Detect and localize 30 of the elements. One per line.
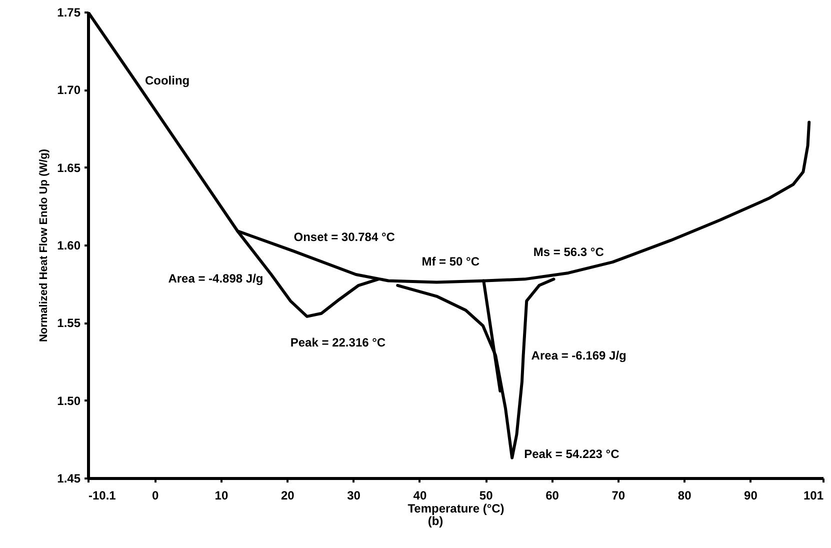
y-tick-label: 1.70	[57, 83, 81, 98]
x-axis-title: Temperature (°C)	[408, 502, 504, 516]
x-tick-label: 80	[678, 488, 692, 502]
y-tick-label: 1.45	[57, 472, 81, 486]
annotation: Area = -6.169 J/g	[531, 348, 626, 362]
x-tick-label: 60	[546, 488, 560, 502]
y-tick-label: 1.65	[57, 160, 81, 175]
x-tick-label: 0	[152, 488, 159, 502]
x-tick-label: 50	[479, 488, 494, 502]
y-axis-title: Normalized Heat Flow Endo Up (W/g)	[38, 148, 50, 342]
annotation: Peak = 22.316 °C	[290, 335, 386, 350]
x-tick-label: 10	[214, 488, 228, 502]
x-tick-label: 90	[744, 488, 758, 502]
x-tick-label: 20	[280, 488, 295, 502]
annotation: Ms = 56.3 °C	[533, 245, 604, 260]
annotation: Peak = 54.223 °C	[524, 446, 620, 461]
y-tick-label: 1.55	[57, 316, 81, 330]
annotation: Onset = 30.784 °C	[294, 230, 396, 244]
y-tick-label: 1.60	[57, 238, 81, 252]
y-tick-label: 1.75	[57, 6, 81, 20]
annotation: Area = -4.898 J/g	[168, 272, 264, 286]
annotation: Mf = 50 °C	[422, 254, 480, 269]
x-tick-label: 101	[803, 488, 824, 502]
x-tick-label: 40	[413, 488, 427, 502]
y-tick-label: 1.50	[57, 394, 81, 408]
x-tick-label: 70	[612, 488, 626, 502]
x-tick-label: 30	[347, 488, 361, 502]
x-tick-label: -10.1	[88, 488, 116, 502]
text: (b)	[428, 514, 444, 528]
annotation: Cooling	[144, 73, 190, 88]
